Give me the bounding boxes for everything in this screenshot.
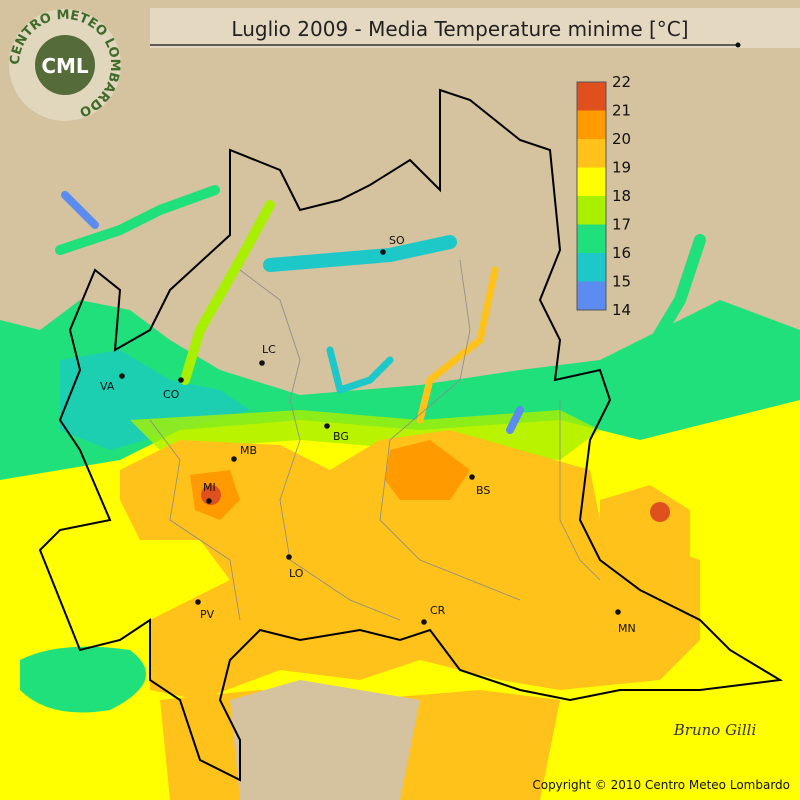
city-label: BG: [333, 430, 349, 443]
valley: [61, 191, 99, 229]
city-dot: [119, 373, 125, 379]
hills: [230, 680, 420, 800]
valley: [326, 346, 394, 394]
legend-frame: [576, 81, 607, 311]
city-dot: [195, 599, 201, 605]
legend-swatch: [577, 167, 606, 196]
title: Luglio 2009 - Media Temperature minime […: [231, 17, 688, 41]
legend-swatch: [577, 224, 606, 253]
zone-21: [385, 440, 470, 500]
logo-center: [35, 35, 95, 95]
city-label: CO: [163, 388, 180, 401]
legend-swatch: [577, 281, 606, 310]
valley: [634, 234, 706, 406]
signature: Bruno Gilli: [673, 721, 757, 739]
legend-label: 18: [612, 187, 631, 205]
province-line: [379, 259, 521, 601]
city-label: BS: [476, 484, 490, 497]
legend-label: 21: [612, 102, 631, 120]
logo-initials: CML: [41, 54, 89, 78]
city-label: VA: [100, 380, 115, 393]
title-dot: [735, 42, 741, 48]
zone-20: [120, 430, 700, 700]
city-dot: [324, 423, 330, 429]
legend-label: 14: [612, 301, 631, 319]
province-line: [239, 269, 401, 621]
legend-label: 17: [612, 216, 631, 234]
city-label: MB: [240, 444, 257, 457]
legend-label: 20: [612, 130, 631, 148]
legend-label: 22: [612, 73, 631, 91]
city-dot: [421, 619, 427, 625]
city-dot: [259, 360, 265, 366]
city-label: PV: [200, 608, 215, 621]
zone-17: [20, 646, 146, 713]
province-line: [559, 400, 601, 581]
city-dot: [380, 249, 386, 255]
legend-swatch: [577, 139, 606, 168]
city-dot: [231, 456, 237, 462]
legend-swatch: [577, 196, 606, 225]
region-border: [38, 88, 783, 782]
legend-label: 19: [612, 159, 631, 177]
city-dot: [178, 377, 184, 383]
city-label: SO: [389, 234, 405, 247]
zone-16: [60, 350, 250, 450]
copyright: Copyright © 2010 Centro Meteo Lombardo: [532, 778, 790, 792]
legend-swatch: [577, 110, 606, 139]
zone-22: [201, 485, 221, 505]
valley: [180, 200, 275, 385]
valley: [263, 235, 457, 272]
city-label: MN: [618, 622, 636, 635]
city-dot: [469, 474, 475, 480]
legend: 22 21 20 19 18 17 16 15 14: [576, 73, 631, 319]
city-label: MI: [203, 481, 216, 494]
legend-label: 16: [612, 244, 631, 262]
city-dot: [615, 609, 621, 615]
valley: [416, 266, 499, 424]
city-label: CR: [430, 604, 446, 617]
legend-label: 15: [612, 273, 631, 291]
zone-17: [0, 300, 800, 480]
cities: SO LC VA CO BG MB MI BS LO PV CR MN: [100, 234, 636, 635]
legend-swatch: [577, 253, 606, 282]
province-line: [149, 419, 241, 621]
logo: CENTRO METEO LOMBARDO CML: [8, 8, 122, 121]
title-bar: [150, 8, 800, 48]
zone-22: [650, 502, 670, 522]
city-dot: [286, 554, 292, 560]
valley: [506, 406, 524, 434]
province-borders: [149, 259, 601, 621]
legend-swatch: [577, 82, 606, 111]
city-dot: [206, 498, 212, 504]
valley: [55, 185, 220, 255]
valleys: [55, 185, 706, 434]
city-label: LO: [289, 567, 304, 580]
city-label: LC: [262, 343, 276, 356]
